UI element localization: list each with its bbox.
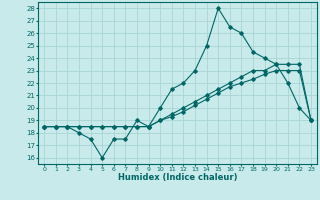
- X-axis label: Humidex (Indice chaleur): Humidex (Indice chaleur): [118, 173, 237, 182]
